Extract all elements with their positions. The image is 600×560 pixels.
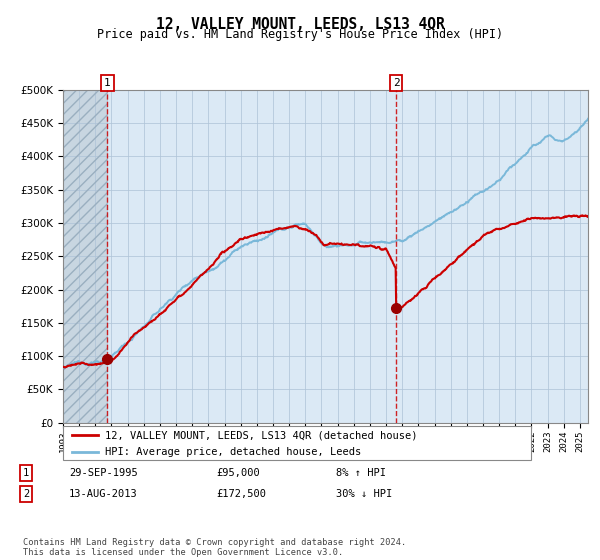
Text: £95,000: £95,000 xyxy=(216,468,260,478)
Bar xyxy=(63,90,107,423)
Text: Contains HM Land Registry data © Crown copyright and database right 2024.
This d: Contains HM Land Registry data © Crown c… xyxy=(23,538,406,557)
Text: 30% ↓ HPI: 30% ↓ HPI xyxy=(336,489,392,499)
FancyBboxPatch shape xyxy=(63,426,531,460)
Text: 1: 1 xyxy=(23,468,29,478)
Text: 8% ↑ HPI: 8% ↑ HPI xyxy=(336,468,386,478)
Text: 29-SEP-1995: 29-SEP-1995 xyxy=(69,468,138,478)
Text: 12, VALLEY MOUNT, LEEDS, LS13 4QR: 12, VALLEY MOUNT, LEEDS, LS13 4QR xyxy=(155,17,445,32)
Text: £172,500: £172,500 xyxy=(216,489,266,499)
Text: 2: 2 xyxy=(23,489,29,499)
Text: 1: 1 xyxy=(104,78,111,88)
Text: 12, VALLEY MOUNT, LEEDS, LS13 4QR (detached house): 12, VALLEY MOUNT, LEEDS, LS13 4QR (detac… xyxy=(105,430,418,440)
Text: 2: 2 xyxy=(393,78,400,88)
Text: 13-AUG-2013: 13-AUG-2013 xyxy=(69,489,138,499)
Text: HPI: Average price, detached house, Leeds: HPI: Average price, detached house, Leed… xyxy=(105,447,361,457)
Text: Price paid vs. HM Land Registry's House Price Index (HPI): Price paid vs. HM Land Registry's House … xyxy=(97,28,503,41)
Bar xyxy=(63,90,107,423)
